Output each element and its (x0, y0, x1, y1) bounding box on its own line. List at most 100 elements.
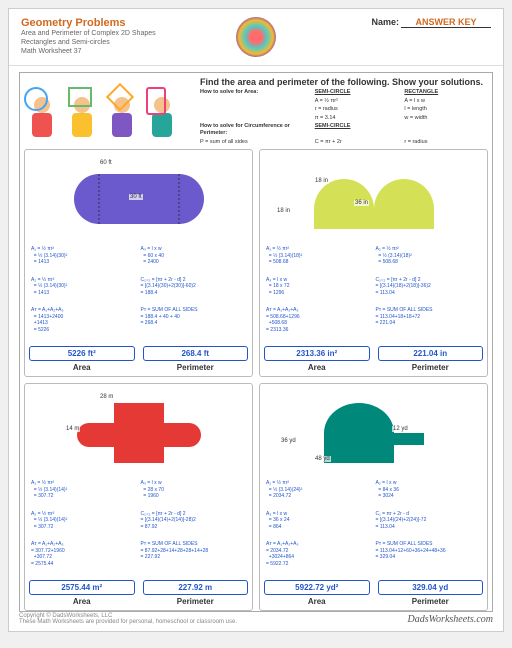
r-def-2: r = radius (404, 139, 488, 146)
calc-2-r2: C₁₊₂ = [πr + 2r - d] 2 = [(3.14)(18)+2(1… (376, 277, 482, 306)
worksheet-title: Geometry Problems (21, 17, 228, 29)
results-4: 5922.72 yd² Area 329.04 yd Perimeter (264, 580, 483, 606)
calc-1-r1: A₃ = l x w = 60 x 40 = 2400 (141, 246, 247, 275)
subtitle-3: Math Worksheet 37 (21, 47, 228, 56)
w-def: w = width (404, 115, 488, 122)
area-4: 5922.72 yd² (264, 580, 370, 595)
perim-lbl-2: Perimeter (378, 363, 484, 372)
calc-4-l1: A₁ = ½ πr² = ½ (3.14)(24)² = 2034.72 (266, 480, 372, 509)
cross-rounded-icon (59, 393, 219, 473)
l-def: l = length (404, 106, 488, 113)
calc-2-r3: Pᴛ = SUM OF ALL SIDES = 113.04+18+18+72 … (376, 307, 482, 342)
dim-r4: 12 yd (392, 426, 409, 432)
dim-w3: 28 m (99, 394, 114, 400)
answer-key-text: ANSWER KEY (401, 17, 491, 28)
dim-h2: 18 in (276, 208, 291, 214)
header: Geometry Problems Area and Perimeter of … (9, 9, 503, 66)
calc-3-r3: Pᴛ = SUM OF ALL SIDES = 87.92+28+14+28+2… (141, 541, 247, 576)
semi-area-formula: A = ½ πr² (315, 98, 399, 105)
shape-3: 28 m 14 m (29, 388, 248, 478)
footer-left: Copyright © DadsWorksheets, LLC These Ma… (19, 613, 237, 625)
semi-perim-formula: C = πr + 2r (315, 139, 399, 146)
calc-1-l1: A₁ = ½ πr² = ½ (3.14)(30)² = 1413 (31, 246, 137, 275)
shape-4: 48 yd 36 yd 12 yd (264, 388, 483, 478)
results-3: 2575.44 m² Area 227.92 m Perimeter (29, 580, 248, 606)
perim-solve-hdr: How to solve for Circumference or Perime… (200, 123, 309, 136)
instruction-row: Find the area and perimeter of the follo… (24, 77, 488, 145)
calc-3-r2: C₁₊₂ = [πr + 2r - d] 2 = [(3.14)(14)+2(1… (141, 511, 247, 540)
problem-1: 60 ft 30 ft A₁ = ½ πr² = ½ (3.14)(30)² =… (24, 149, 253, 377)
name-label: Name: (372, 17, 400, 27)
calc-2-l1: A₁ = ½ πr² = ½ (3.14)(18)² = 508.68 (266, 246, 372, 275)
dim-r1: 30 ft (129, 194, 143, 200)
perim-lbl-3: Perimeter (143, 597, 249, 606)
dim-w4: 48 yd (314, 456, 331, 462)
calc-4-r2: C₁ = πr + 2r - d = [(3.14)(24)+2(24)]-72… (376, 511, 482, 540)
area-lbl-4: Area (264, 597, 370, 606)
calc-1-l3: Aᴛ = A₁+A₂+A₃ = 1413+2400 +1413 = 5226 (31, 307, 137, 342)
dim-r3: 14 m (65, 426, 80, 432)
calc-4-l2: A₃ = l x w = 36 x 24 = 864 (266, 511, 372, 540)
footer-brand: DadsWorksheets.com (408, 614, 493, 625)
problem-4: 48 yd 36 yd 12 yd A₁ = ½ πr² = ½ (3.14)(… (259, 383, 488, 611)
worksheet-page: Geometry Problems Area and Perimeter of … (8, 8, 504, 632)
double-arch-icon (294, 159, 454, 239)
calc-4: A₁ = ½ πr² = ½ (3.14)(24)² = 2034.72 A₂ … (264, 478, 483, 578)
calc-2-l2: A₃ = l x w = 18 x 72 = 1296 (266, 277, 372, 306)
footer: Copyright © DadsWorksheets, LLC These Ma… (19, 613, 493, 625)
kids-illustration (24, 77, 194, 145)
calc-4-r3: Pᴛ = SUM OF ALL SIDES = 113.04+12+60+36+… (376, 541, 482, 576)
dim-w2: 36 in (354, 200, 369, 206)
calc-1-r2: C₁₊₂ = [πr + 2r - d] 2 = [(3.14)(30)+2(3… (141, 277, 247, 306)
formula-grid: How to solve for Area: SEMI-CIRCLE RECTA… (200, 89, 488, 145)
area-lbl-3: Area (29, 597, 135, 606)
calc-3-l3: Aᴛ = A₁+A₂+A₃ = 307.72+1960 +307.72 = 25… (31, 541, 137, 576)
area-lbl-2: Area (264, 363, 370, 372)
perim-lbl-4: Perimeter (378, 597, 484, 606)
calc-1-l2: A₂ = ½ πr² = ½ (3.14)(30)² = 1413 (31, 277, 137, 306)
subtitle-1: Area and Perimeter of Complex 2D Shapes (21, 29, 228, 38)
problem-3: 28 m 14 m A₁ = ½ πr² = ½ (3.14)(14)² = 3… (24, 383, 253, 611)
r-def: r = radius (315, 106, 399, 113)
instruction-text: Find the area and perimeter of the follo… (200, 77, 488, 145)
calc-3-l2: A₂ = ½ πr² = ½ (3.14)(14)² = 307.72 (31, 511, 137, 540)
semi-hdr: SEMI-CIRCLE (315, 89, 399, 96)
instruction-title: Find the area and perimeter of the follo… (200, 77, 488, 87)
calc-1-r3: Pᴛ = SUM OF ALL SIDES = 188.4 + 40 + 40 … (141, 307, 247, 342)
area-lbl-1: Area (29, 363, 135, 372)
header-left: Geometry Problems Area and Perimeter of … (21, 17, 228, 56)
problems-grid: 60 ft 30 ft A₁ = ½ πr² = ½ (3.14)(30)² =… (24, 149, 488, 611)
problem-2: 36 in 18 in 18 in A₁ = ½ πr² = ½ (3.14)(… (259, 149, 488, 377)
shape-2: 36 in 18 in 18 in (264, 154, 483, 244)
rect-area-formula: A = l x w (404, 98, 488, 105)
area-solve-hdr: How to solve for Area: (200, 89, 309, 96)
perim-2: 221.04 in (378, 346, 484, 361)
calc-2-r1: A₂ = ½ πr² = ½ (3.14)(18)² = 508.68 (376, 246, 482, 275)
area-3: 2575.44 m² (29, 580, 135, 595)
calc-3: A₁ = ½ πr² = ½ (3.14)(14)² = 307.72 A₃ =… (29, 478, 248, 578)
calc-2: A₁ = ½ πr² = ½ (3.14)(18)² = 508.68 A₂ =… (264, 244, 483, 344)
results-1: 5226 ft² Area 268.4 ft Perimeter (29, 346, 248, 372)
calc-2-l3: Aᴛ = A₁+A₂+A₃ = 508.68+1296 +508.68 = 23… (266, 307, 372, 342)
perim-1: 268.4 ft (143, 346, 249, 361)
name-field: Name: ANSWER KEY (284, 17, 491, 28)
calc-4-l3: Aᴛ = A₁+A₂+A₃ = 2034.72 +3024+864 = 5922… (266, 541, 372, 576)
geometry-logo-icon (236, 17, 276, 57)
calc-3-l1: A₁ = ½ πr² = ½ (3.14)(14)² = 307.72 (31, 480, 137, 509)
area-1: 5226 ft² (29, 346, 135, 361)
calc-1: A₁ = ½ πr² = ½ (3.14)(30)² = 1413 A₃ = l… (29, 244, 248, 344)
rect-hdr: RECTANGLE (404, 89, 488, 96)
perim-lbl-1: Perimeter (143, 363, 249, 372)
perim-4: 329.04 yd (378, 580, 484, 595)
dim-r2: 18 in (314, 178, 329, 184)
calc-4-r1: A₂ = l x w = 84 x 36 = 3024 (376, 480, 482, 509)
dim-h4: 36 yd (280, 438, 297, 444)
main-content: Find the area and perimeter of the follo… (19, 72, 493, 612)
p-def: P = sum of all sides (200, 139, 309, 146)
footer-note: These Math Worksheets are provided for p… (19, 619, 237, 625)
area-2: 2313.36 in² (264, 346, 370, 361)
dim-w1: 60 ft (99, 160, 113, 166)
semi-hdr-2: SEMI-CIRCLE (315, 123, 399, 136)
shape-1: 60 ft 30 ft (29, 154, 248, 244)
perim-3: 227.92 m (143, 580, 249, 595)
